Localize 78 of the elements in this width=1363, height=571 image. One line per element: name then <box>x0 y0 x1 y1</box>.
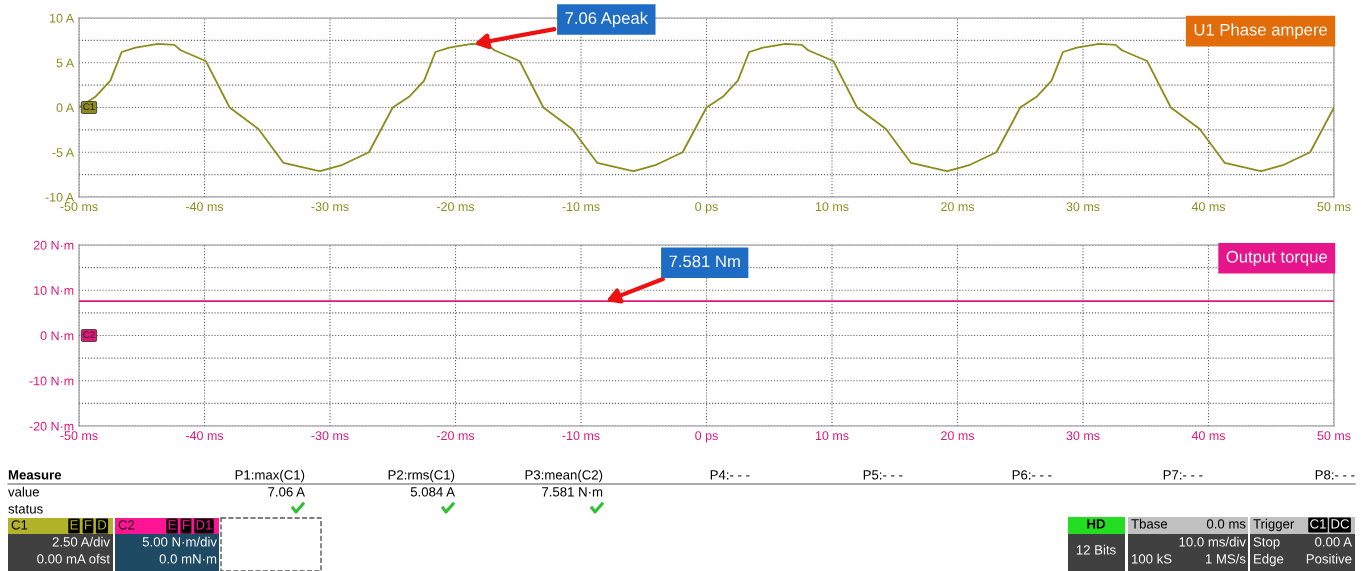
text: P2:rms(C1) <box>388 469 455 483</box>
text: C1 <box>1310 519 1326 529</box>
text: E <box>168 520 176 530</box>
annotation: 7.581 Nm <box>669 255 740 268</box>
text: 10.0 ms/div <box>1179 536 1246 547</box>
x-tick-label: -10 ms <box>562 202 600 212</box>
text: P1:max(C1) <box>235 469 305 483</box>
x-tick-label: -20 ms <box>436 431 475 441</box>
text: 0.0 mN·m <box>159 554 217 564</box>
y-tick-label: -20 N·m <box>29 421 74 431</box>
text: 2.50 A/div <box>52 536 110 547</box>
text: F <box>183 520 190 530</box>
text: Edge <box>1254 553 1284 567</box>
x-tick-label: 30 ms <box>1066 202 1100 212</box>
text: C1 <box>11 520 28 530</box>
text: E <box>70 520 78 530</box>
annotation: C1 <box>83 103 95 111</box>
x-tick-label: 0 ps <box>695 431 718 443</box>
text: P6:- - - <box>1012 470 1052 480</box>
text: 5.00 N·m/div <box>142 536 217 547</box>
y-tick-label: 0 N·m <box>40 331 74 341</box>
x-tick-label: -50 ms <box>60 431 98 441</box>
x-tick-label: 30 ms <box>1066 431 1100 441</box>
text: status <box>8 504 43 514</box>
x-tick-label: 20 ms <box>941 431 975 441</box>
text: 1 MS/s <box>1205 553 1246 564</box>
text: 0.00 A <box>1315 537 1352 547</box>
text: 7.06 A <box>268 487 305 497</box>
text: P7:- - - <box>1163 470 1203 480</box>
x-tick-label: 10 ms <box>815 431 849 441</box>
x-tick-label: 50 ms <box>1317 202 1351 212</box>
x-tick-label: -40 ms <box>185 431 224 441</box>
y-tick-label: 5 A <box>56 58 75 68</box>
x-tick-label: 10 ms <box>815 202 849 212</box>
text: Stop <box>1253 537 1280 550</box>
x-tick-label: 50 ms <box>1317 431 1351 441</box>
y-tick-label: -10 A <box>45 192 75 202</box>
text: Trigger <box>1253 518 1295 532</box>
text: 100 kS <box>1132 553 1172 564</box>
text: DC <box>1331 519 1350 529</box>
annotation: C2 <box>83 331 95 339</box>
x-tick-label: -30 ms <box>311 202 349 212</box>
text: Positive <box>1306 553 1352 564</box>
x-tick-label: -30 ms <box>311 431 349 441</box>
text: 0.00 mA ofst <box>37 553 110 564</box>
x-tick-label: -10 ms <box>562 431 600 441</box>
x-tick-label: 40 ms <box>1191 202 1226 212</box>
text: P3:mean(C2) <box>525 469 603 483</box>
x-tick-label: -40 ms <box>185 202 224 212</box>
x-tick-label: -50 ms <box>60 202 98 212</box>
text: Measure <box>8 470 62 480</box>
y-tick-label: 10 N·m <box>34 286 74 295</box>
text: P5:- - - <box>863 470 903 480</box>
y-tick-label: 10 A <box>50 13 75 23</box>
text: D1 <box>196 520 212 530</box>
y-tick-label: 20 N·m <box>33 240 74 250</box>
y-tick-label: -5 A <box>52 148 75 157</box>
x-tick-label: -20 ms <box>436 202 475 212</box>
text: Tbase <box>1131 518 1168 529</box>
text: HD <box>1087 519 1105 529</box>
text: 5.084 A <box>410 487 455 497</box>
text: P8:- - - <box>1315 470 1355 480</box>
y-tick-label: 0 A <box>56 103 75 113</box>
text: F <box>85 520 92 530</box>
text: 7.581 N·m <box>542 487 603 497</box>
y-tick-label: -10 N·m <box>29 376 74 386</box>
text: 12 Bits <box>1076 544 1116 555</box>
x-tick-label: 0 ps <box>695 202 718 214</box>
text: D <box>98 520 107 530</box>
annotation: 7.06 Apeak <box>565 11 649 28</box>
chart-title: U1 Phase ampere <box>1194 23 1327 39</box>
x-tick-label: 20 ms <box>941 202 975 212</box>
x-tick-label: 40 ms <box>1191 431 1226 441</box>
text: 0.0 ms <box>1206 519 1246 529</box>
text: C2 <box>118 520 135 530</box>
chart-title: Output torque <box>1226 250 1327 266</box>
text: P4:- - - <box>710 470 750 480</box>
text: value <box>8 486 39 497</box>
